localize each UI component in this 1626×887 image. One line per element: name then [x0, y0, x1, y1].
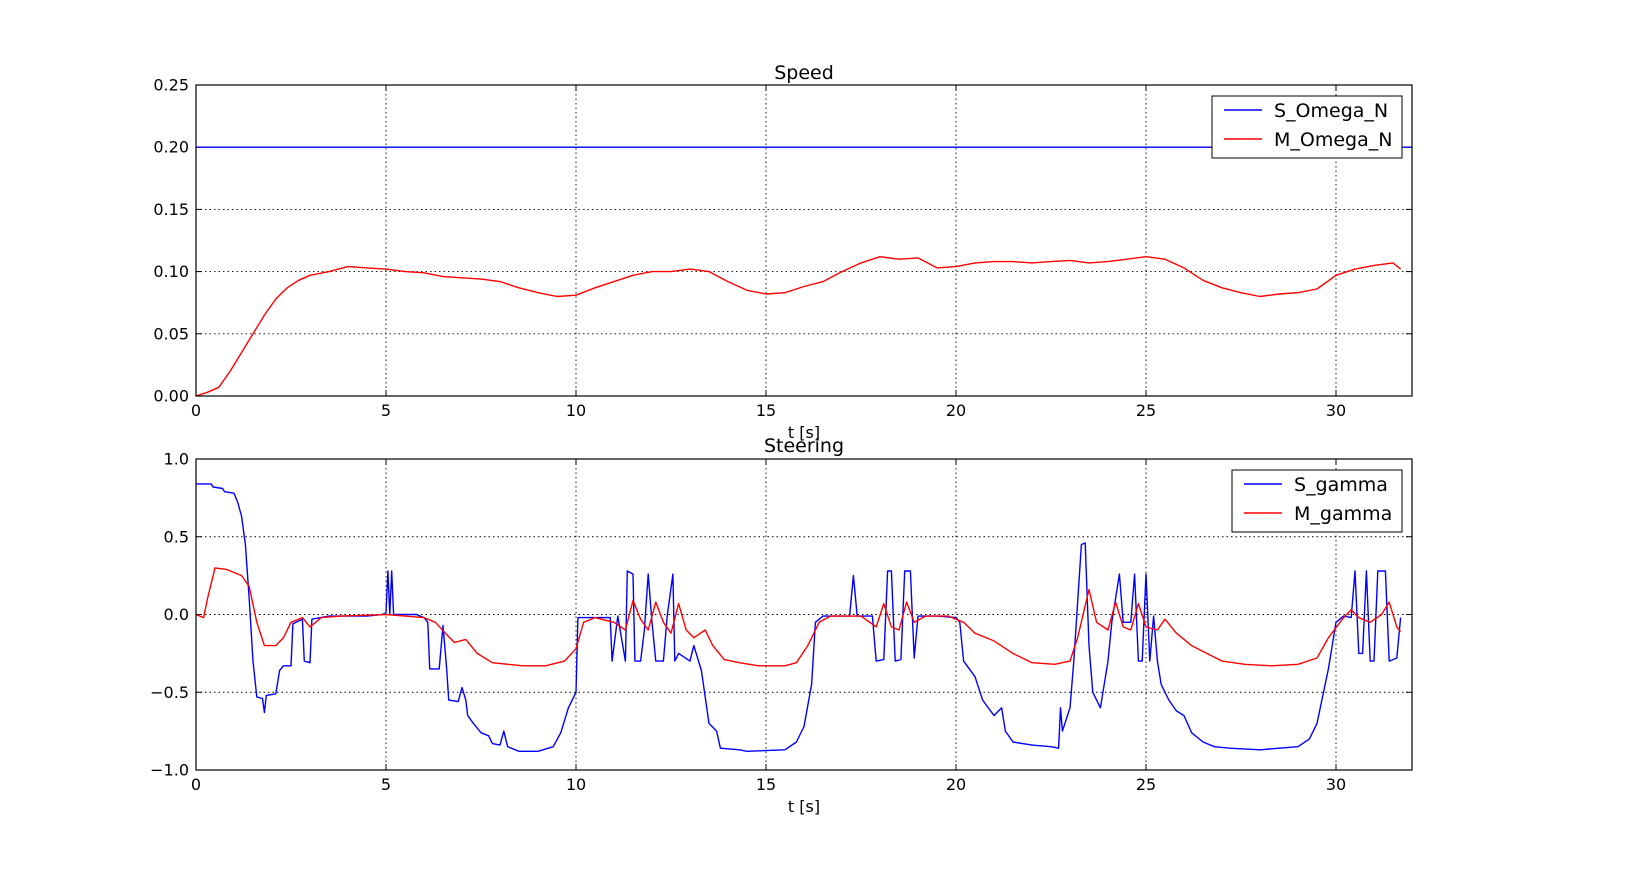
steering-y-tick-label: 0.0 — [164, 605, 189, 624]
speed-y-tick-label: 0.10 — [153, 262, 189, 281]
speed-axes: 0 5 10 15 20 25 30 0.00 0.05 0.10 0.15 0.20 0.25 — [153, 76, 1412, 420]
steering-series-m-gamma — [195, 567, 1402, 667]
steering-y-tick-label: 0.5 — [164, 527, 189, 546]
speed-legend-box — [1211, 95, 1403, 159]
steering-x-tick-label: 30 — [1326, 775, 1346, 794]
speed-x-tick-label: 25 — [1136, 401, 1156, 420]
speed-x-tick-label: 0 — [191, 401, 201, 420]
steering-x-tick-label: 10 — [566, 775, 586, 794]
steering-legend-label-s-gamma: S_gamma — [1294, 474, 1388, 496]
steering-legend-label-m-gamma: M_gamma — [1294, 503, 1392, 525]
speed-x-tick-label: 20 — [946, 401, 966, 420]
steering-series-s-gamma — [196, 483, 1402, 752]
speed-y-tick-label: 0.20 — [153, 138, 189, 157]
steering-x-tick-label: 20 — [946, 775, 966, 794]
speed-series-m-omega-n — [195, 256, 1402, 397]
steering-subplot: Steering t [s] 0 5 10 15 20 25 30 −1.0 −0.5 0.0 0.… — [150, 435, 1413, 816]
steering-axes: 0 5 10 15 20 25 30 −1.0 −0.5 0.0 0.5 1.0 — [150, 450, 1412, 794]
speed-x-tick-label: 30 — [1326, 401, 1346, 420]
speed-subplot: Speed t [s] 0 5 10 15 20 25 30 0.00 0.05 0.10 0.15… — [153, 62, 1413, 442]
speed-x-tick-label: 15 — [756, 401, 776, 420]
speed-y-tick-label: 0.15 — [153, 200, 189, 219]
steering-x-tick-label: 0 — [191, 775, 201, 794]
speed-y-tick-label: 0.05 — [153, 324, 189, 343]
steering-y-tick-label: −0.5 — [150, 683, 189, 702]
speed-x-axis-label: t [s] — [788, 423, 820, 442]
steering-legend: S_gamma M_gamma — [1231, 469, 1403, 533]
steering-axes-frame — [195, 458, 1413, 771]
speed-plot-area — [196, 85, 1412, 396]
speed-axes-frame — [195, 84, 1413, 397]
speed-legend-label-s-omega-n: S_Omega_N — [1274, 100, 1388, 122]
steering-y-tick-label: −1.0 — [150, 761, 189, 780]
steering-legend-box — [1231, 469, 1403, 533]
speed-legend-label-m-omega-n: M_Omega_N — [1274, 129, 1392, 151]
speed-y-tick-label: 0.00 — [153, 387, 189, 406]
speed-title: Speed — [774, 62, 834, 84]
steering-x-axis-label: t [s] — [788, 797, 820, 816]
speed-y-tick-label: 0.25 — [153, 76, 189, 95]
speed-x-tick-label: 5 — [381, 401, 391, 420]
steering-x-tick-label: 15 — [756, 775, 776, 794]
steering-y-tick-label: 1.0 — [164, 450, 189, 469]
steering-x-tick-label: 5 — [381, 775, 391, 794]
steering-title: Steering — [764, 435, 844, 457]
speed-legend: S_Omega_N M_Omega_N — [1211, 95, 1403, 159]
speed-x-tick-label: 10 — [566, 401, 586, 420]
steering-x-tick-label: 25 — [1136, 775, 1156, 794]
